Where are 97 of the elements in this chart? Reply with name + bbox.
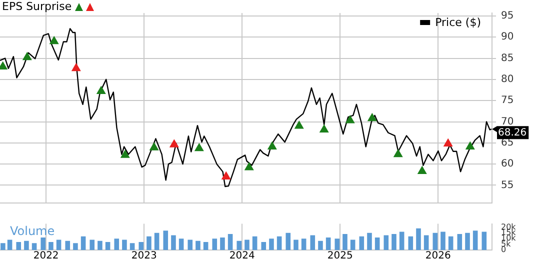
y-tick-label: 80 (501, 74, 514, 86)
x-tick-label: 2025 (327, 250, 353, 262)
bar (32, 243, 37, 250)
point (120, 150, 130, 158)
point (294, 120, 304, 129)
bar (318, 240, 323, 250)
point (466, 142, 475, 150)
bar (286, 232, 291, 250)
bar (472, 230, 478, 250)
bar (350, 240, 356, 250)
bar (342, 234, 348, 250)
x-tick-label: 2022 (33, 250, 59, 262)
bar (196, 240, 200, 250)
point (368, 113, 377, 122)
bar (130, 243, 135, 250)
bar (367, 232, 372, 250)
bar (7, 240, 12, 250)
point (346, 115, 354, 124)
y-tick-label: 85 (501, 52, 514, 64)
bar (416, 228, 421, 250)
bar (98, 240, 102, 250)
bar (163, 230, 168, 250)
bar (269, 238, 274, 250)
point (418, 166, 427, 174)
annotation: 68.26 (498, 128, 527, 139)
bar (399, 232, 404, 250)
bar (178, 238, 184, 250)
x-tick-label: 2023 (131, 250, 157, 262)
bar (408, 236, 414, 250)
point (72, 63, 81, 72)
point (444, 138, 452, 147)
bar (73, 243, 78, 250)
bar (440, 232, 446, 250)
bar (56, 240, 62, 250)
bar (228, 234, 233, 250)
point (244, 162, 254, 170)
bar (80, 236, 86, 250)
bar (244, 240, 250, 250)
y-tick-label: 90 (501, 32, 514, 43)
bar (384, 235, 389, 250)
bar (310, 235, 316, 250)
bar (16, 242, 22, 250)
x-tick-label: 2024 (229, 250, 255, 262)
bar (432, 232, 438, 250)
bar (0, 243, 6, 250)
x-tick-label: 2026 (425, 250, 451, 262)
bar (154, 232, 160, 250)
bar (465, 232, 470, 250)
bar (261, 242, 266, 250)
bar (276, 236, 282, 250)
bar (301, 238, 306, 250)
bar (48, 242, 54, 250)
point (194, 143, 204, 152)
chart-title: Volume (10, 224, 55, 238)
bar (146, 236, 152, 250)
bar (220, 237, 225, 250)
bar (482, 232, 487, 250)
bar (90, 240, 95, 250)
point (394, 149, 403, 158)
bar (171, 235, 176, 250)
bar (374, 237, 380, 250)
bar (334, 238, 340, 250)
bar (188, 240, 193, 250)
point (268, 142, 277, 150)
y-tick-label: 55 (501, 180, 514, 191)
y-tick-label: 75 (501, 95, 514, 106)
legend-label: Price ($) (435, 16, 482, 29)
bar (122, 240, 127, 250)
point (320, 124, 329, 133)
point (170, 140, 179, 148)
point (150, 142, 158, 150)
bar (448, 236, 454, 250)
bar (65, 240, 70, 250)
bar (392, 234, 396, 250)
bar (424, 235, 429, 250)
bar (138, 242, 144, 250)
bar (105, 242, 110, 250)
point (222, 172, 230, 180)
bar (24, 240, 29, 250)
bar (236, 240, 242, 250)
legend-title: EPS Surprise (2, 0, 72, 13)
point (96, 86, 106, 94)
bar (359, 236, 364, 250)
bar (203, 242, 208, 250)
bar (326, 237, 331, 250)
bar (212, 238, 218, 250)
point (50, 36, 58, 44)
bar (114, 238, 120, 250)
bar (294, 240, 298, 250)
bar (457, 234, 462, 250)
bar (40, 237, 46, 250)
y-tick-label: 95 (501, 10, 514, 22)
point (22, 52, 32, 60)
y-tick-label: 70 (501, 116, 514, 128)
y-tick-label: 20k (501, 222, 516, 232)
y-tick-label: 60 (501, 158, 514, 170)
bar (252, 236, 258, 250)
